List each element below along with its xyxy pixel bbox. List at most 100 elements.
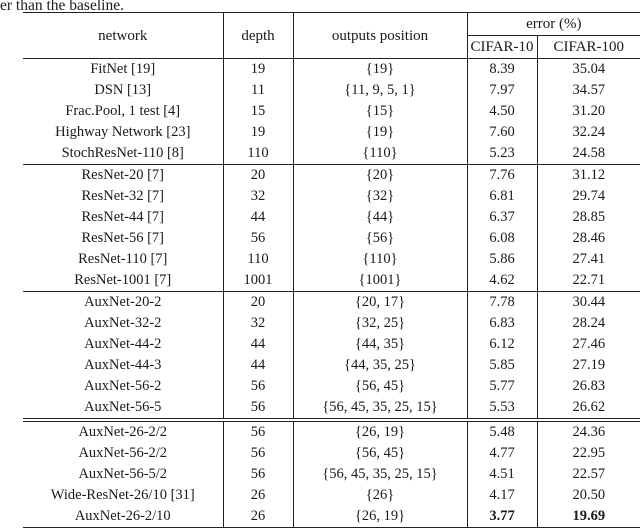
cell-outputs-position: {15} <box>293 101 468 122</box>
table-row: AuxNet-56-5 56 {56, 45, 35, 25, 15} 5.53… <box>23 397 640 420</box>
cell-depth: 56 <box>223 464 294 485</box>
cell-depth: 19 <box>223 122 294 143</box>
cell-error-cifar10: 5.77 <box>467 376 538 397</box>
cell-error-cifar100: 27.19 <box>572 357 606 373</box>
cell-error-cifar10: 4.77 <box>467 443 538 464</box>
cell-depth: 26 <box>223 485 294 506</box>
cell-network: ResNet-32 [7] <box>23 186 224 207</box>
col-header-network: network <box>23 12 224 59</box>
cell-depth: 110 <box>223 143 294 165</box>
table-row: StochResNet-110 [8] 110 {110} 5.23 24.58 <box>23 143 640 165</box>
cell-outputs-position: {56, 45, 35, 25, 15} <box>293 397 468 420</box>
cell-outputs-position: {56, 45, 35, 25, 15} <box>293 464 468 485</box>
cell-error-cifar100: 28.24 <box>572 315 606 331</box>
cell-network: ResNet-20 [7] <box>23 164 224 186</box>
cell-error-cifar100: 22.95 <box>572 445 606 461</box>
cell-outputs-position: {56} <box>293 228 468 249</box>
cell-error-cifar100: 27.46 <box>572 336 606 352</box>
cell-network: Frac.Pool, 1 test [4] <box>23 101 224 122</box>
cell-error-cifar10: 6.37 <box>467 207 538 228</box>
table-row: AuxNet-32-2 32 {32, 25} 6.83 28.24 <box>23 313 640 334</box>
cell-network: FitNet [19] <box>23 58 224 80</box>
table-row: ResNet-44 [7] 44 {44} 6.37 28.85 <box>23 207 640 228</box>
cell-network: Wide-ResNet-26/10 [31] <box>23 485 224 506</box>
cell-outputs-position: {44, 35, 25} <box>293 355 468 376</box>
cell-error-cifar10: 6.81 <box>467 186 538 207</box>
cell-depth: 56 <box>223 420 294 443</box>
cell-network: ResNet-44 [7] <box>23 207 224 228</box>
cell-error-cifar10: 8.39 <box>467 58 538 80</box>
cell-network: ResNet-110 [7] <box>23 249 224 270</box>
table-group-1: FitNet [19] 19 {19} 8.39 35.04 DSN [13] … <box>23 58 640 165</box>
cell-outputs-position: {32} <box>293 186 468 207</box>
table-row: ResNet-32 [7] 32 {32} 6.81 29.74 <box>23 186 640 207</box>
table-row: FitNet [19] 19 {19} 8.39 35.04 <box>23 58 640 80</box>
cell-error-cifar10: 6.12 <box>467 334 538 355</box>
cell-error-cifar100: 31.12 <box>572 167 606 183</box>
cell-error-cifar10: 7.60 <box>467 122 538 143</box>
cell-network: Highway Network [23] <box>23 122 224 143</box>
cell-error-cifar10: 7.78 <box>467 291 538 313</box>
table-row: AuxNet-56-2 56 {56, 45} 5.77 26.83 <box>23 376 640 397</box>
cell-depth: 1001 <box>223 270 294 292</box>
table-row: ResNet-56 [7] 56 {56} 6.08 28.46 <box>23 228 640 249</box>
table-row: ResNet-20 [7] 20 {20} 7.76 31.12 <box>23 164 640 186</box>
cell-error-cifar100: 26.62 <box>572 399 606 415</box>
table-row: ResNet-1001 [7] 1001 {1001} 4.62 22.71 <box>23 270 640 292</box>
cell-outputs-position: {26, 19} <box>293 506 468 528</box>
cell-error-cifar10: 6.08 <box>467 228 538 249</box>
cell-depth: 19 <box>223 58 294 80</box>
cell-network: ResNet-56 [7] <box>23 228 224 249</box>
cell-error-cifar100: 29.74 <box>572 188 606 204</box>
table-row: DSN [13] 11 {11, 9, 5, 1} 7.97 34.57 <box>23 80 640 101</box>
table-group-3: AuxNet-20-2 20 {20, 17} 7.78 30.44 AuxNe… <box>23 291 640 420</box>
cell-network: AuxNet-32-2 <box>23 313 224 334</box>
cell-error-cifar100: 31.20 <box>572 103 606 119</box>
caption-fragment: er than the baseline. <box>0 0 124 14</box>
cell-depth: 20 <box>223 291 294 313</box>
cell-network: AuxNet-26-2/2 <box>23 420 224 443</box>
cell-depth: 56 <box>223 397 294 420</box>
cell-error-cifar100: 19.69 <box>572 508 606 524</box>
col-header-cifar100: CIFAR-100 <box>553 39 625 55</box>
header-row-top: network depth outputs position error (%) <box>23 12 640 59</box>
cell-network: AuxNet-44-3 <box>23 355 224 376</box>
cell-error-cifar100: 27.41 <box>572 251 606 267</box>
cell-error-cifar10: 4.17 <box>467 485 538 506</box>
cell-outputs-position: {32, 25} <box>293 313 468 334</box>
cell-error-cifar10: 5.86 <box>467 249 538 270</box>
table-row: AuxNet-44-2 44 {44, 35} 6.12 27.46 <box>23 334 640 355</box>
cell-depth: 56 <box>223 443 294 464</box>
table-header: network depth outputs position error (%)… <box>23 12 640 59</box>
table-row: AuxNet-20-2 20 {20, 17} 7.78 30.44 <box>23 291 640 313</box>
table-row: AuxNet-26-2/10 26 {26, 19} 3.77 19.69 <box>23 506 640 528</box>
cell-error-cifar100: 26.83 <box>572 378 606 394</box>
cell-error-cifar100: 28.46 <box>572 230 606 246</box>
cell-depth: 44 <box>223 334 294 355</box>
cell-outputs-position: {110} <box>293 249 468 270</box>
cell-depth: 56 <box>223 228 294 249</box>
cell-network: AuxNet-20-2 <box>23 291 224 313</box>
cell-error-cifar100: 24.58 <box>572 145 606 161</box>
col-header-outputs-position: outputs position <box>293 12 468 59</box>
cell-depth: 110 <box>223 249 294 270</box>
cell-network: AuxNet-26-2/10 <box>23 506 224 528</box>
col-header-cifar10: CIFAR-10 <box>467 35 538 59</box>
col-header-depth: depth <box>223 12 294 59</box>
cell-error-cifar100: 22.57 <box>572 466 606 482</box>
cell-error-cifar10: 4.62 <box>467 270 538 292</box>
cell-error-cifar100: 28.85 <box>572 209 606 225</box>
cell-outputs-position: {20, 17} <box>293 291 468 313</box>
cell-outputs-position: {26, 19} <box>293 420 468 443</box>
cell-error-cifar100: 24.36 <box>572 424 606 440</box>
cell-network: AuxNet-56-5 <box>23 397 224 420</box>
cell-error-cifar10: 5.23 <box>467 143 538 165</box>
cell-error-cifar10: 5.48 <box>467 420 538 443</box>
cell-outputs-position: {44, 35} <box>293 334 468 355</box>
header-row-sub: CIFAR-10 CIFAR-100 <box>23 35 640 59</box>
cell-network: StochResNet-110 [8] <box>23 143 224 165</box>
col-header-error-group: error (%) <box>467 12 640 36</box>
cell-outputs-position: {20} <box>293 164 468 186</box>
cell-depth: 32 <box>223 186 294 207</box>
cell-error-cifar10: 4.51 <box>467 464 538 485</box>
